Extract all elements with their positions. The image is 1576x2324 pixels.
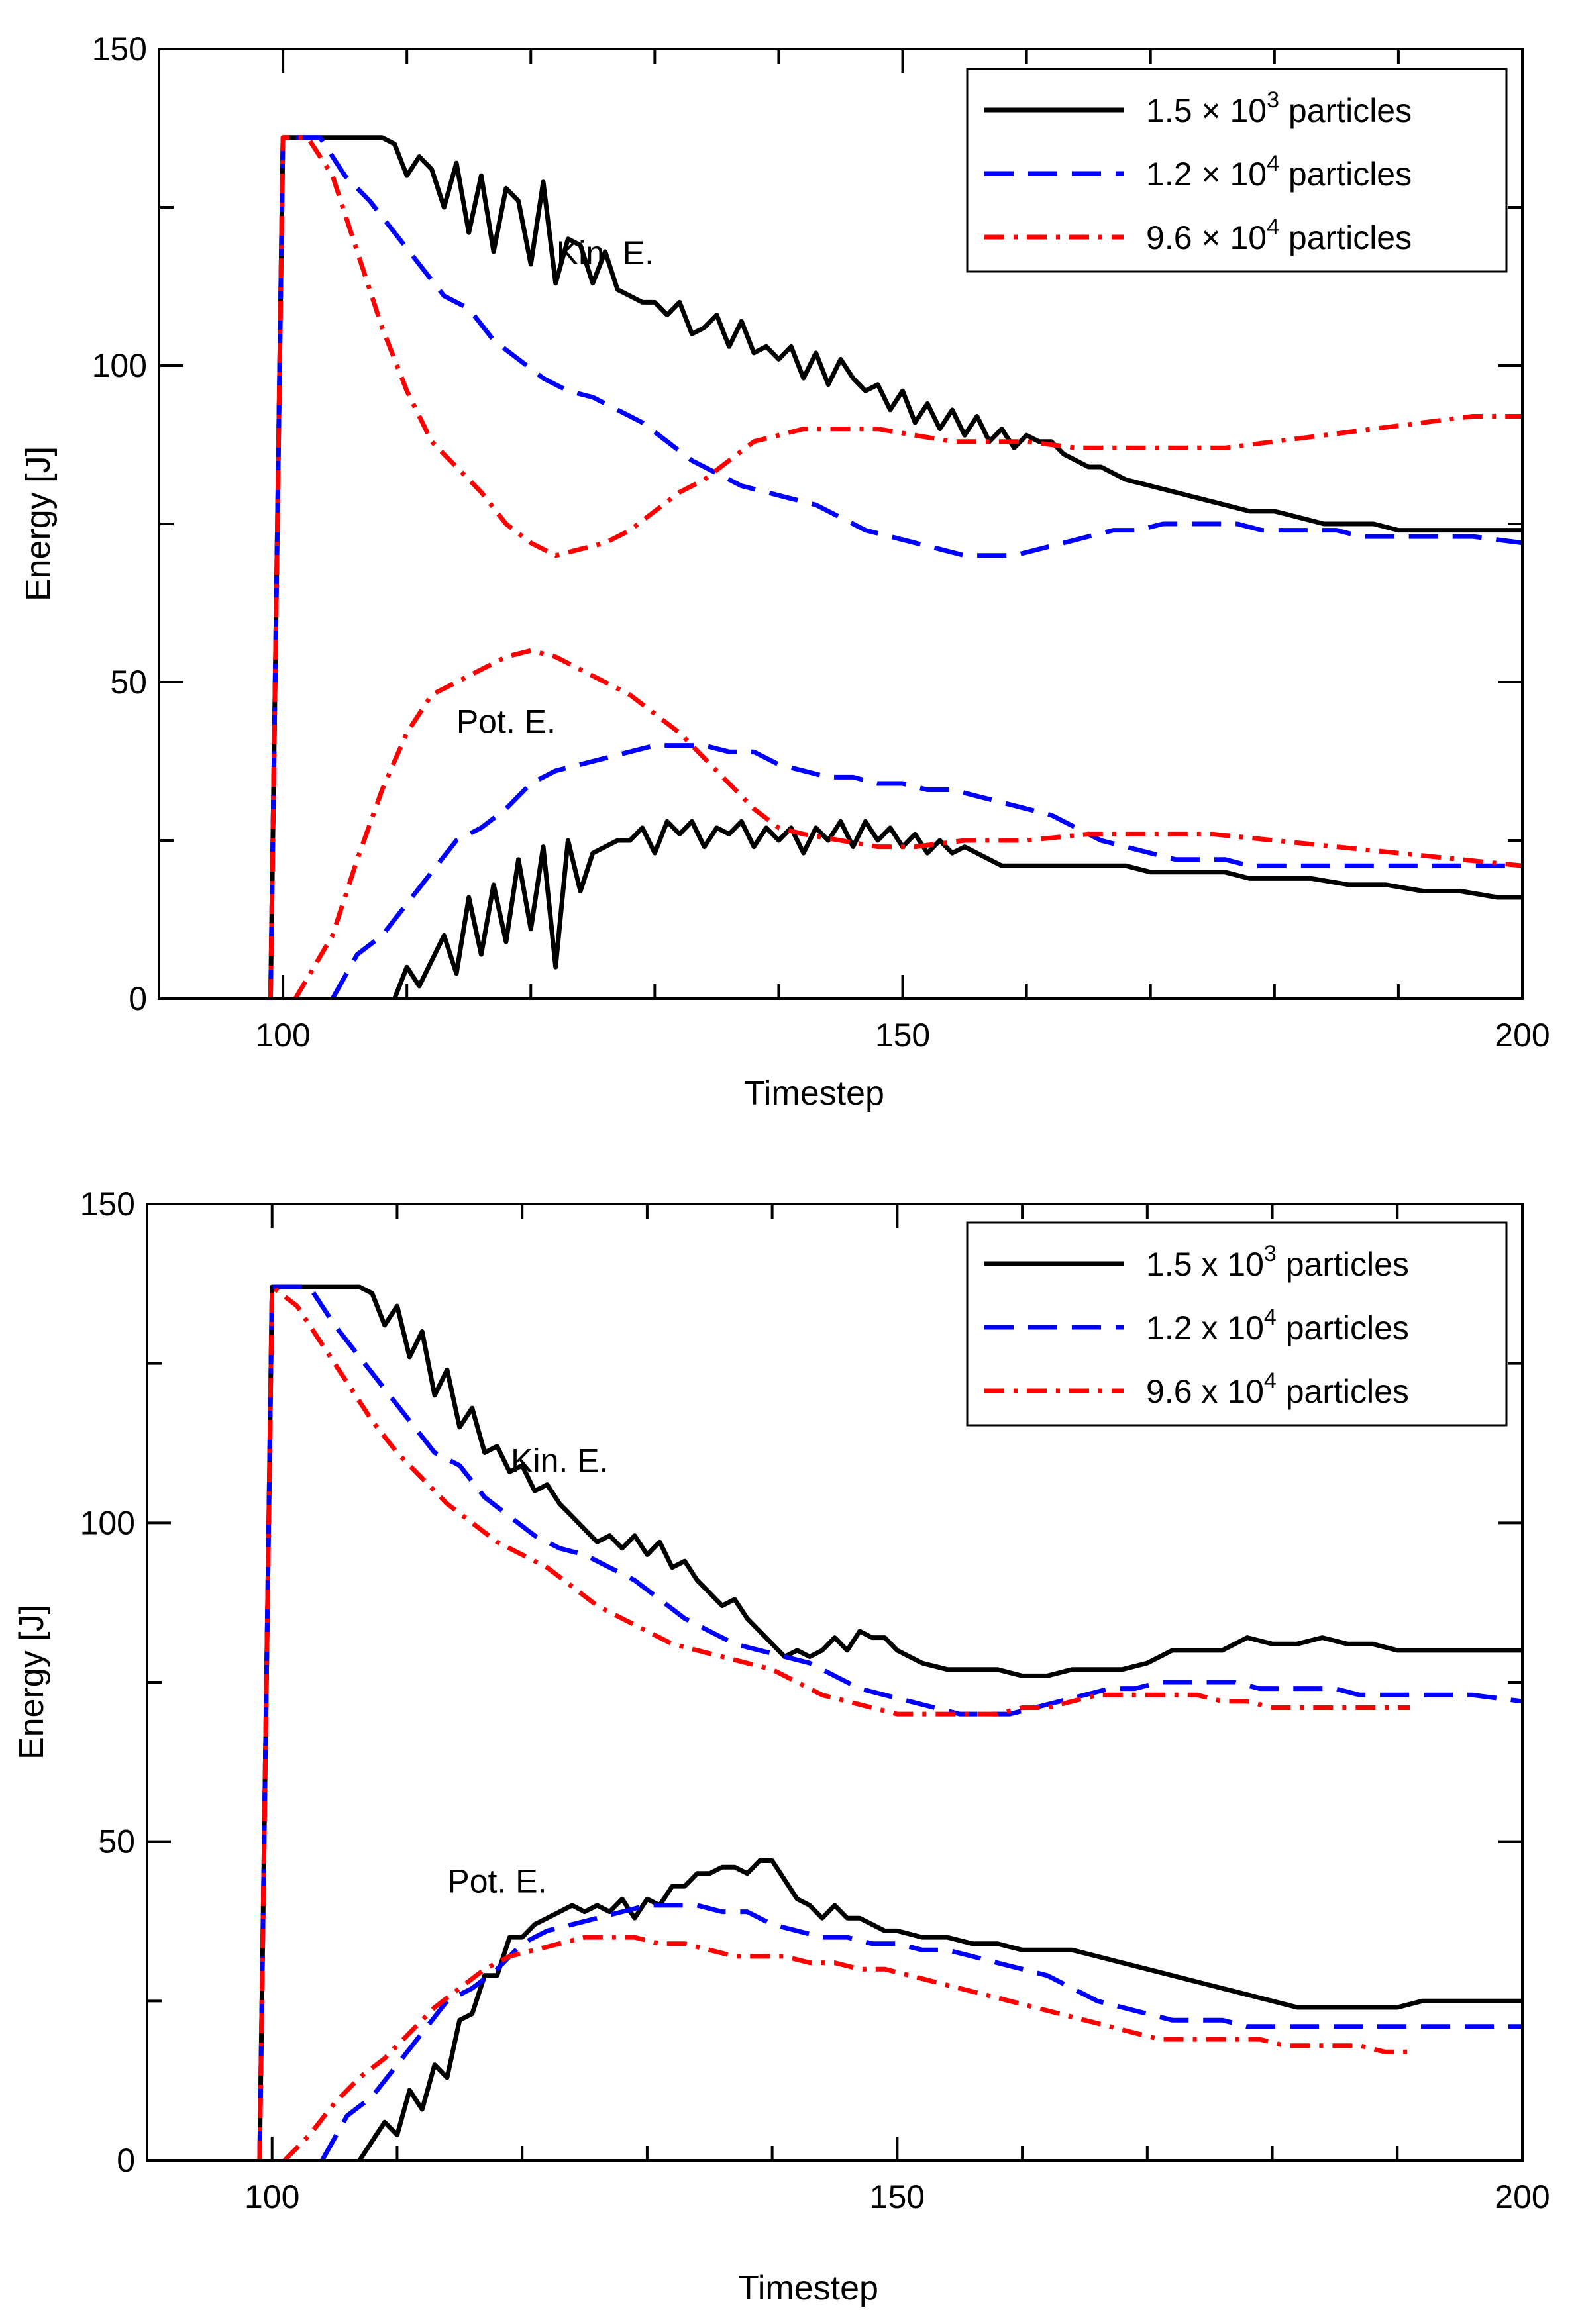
x-axis-label: Timestep — [744, 1074, 884, 1113]
series-line-s2-potential — [320, 1903, 1522, 2160]
series-line-s3-kinetic — [268, 135, 1522, 999]
series-line-s1-kinetic — [257, 1284, 1522, 2160]
series-line-s1-potential — [357, 1858, 1522, 2160]
y-axis-label: Energy [J] — [13, 1605, 51, 1760]
legend-label-s3: 9.6 × 104 particles — [1146, 215, 1412, 256]
x-tick-label: 150 — [870, 2178, 925, 2215]
series-line-s2-kinetic — [268, 135, 1522, 999]
y-tick-label: 150 — [80, 1186, 135, 1223]
y-tick-label: 0 — [129, 980, 147, 1017]
legend: 1.5 × 103 particles 1.2 × 104 particles 9.… — [966, 68, 1508, 273]
legend: 1.5 x 103 particles 1.2 x 104 particles 9.… — [966, 1221, 1508, 1427]
legend-label-s1: 1.5 x 103 particles — [1146, 1241, 1409, 1283]
x-tick-label: 150 — [875, 1017, 930, 1054]
y-tick-label: 50 — [110, 664, 147, 701]
kin-energy-label: Kin. E. — [556, 234, 654, 272]
series-line-s2-kinetic — [257, 1284, 1522, 2160]
x-tick-label: 200 — [1495, 1017, 1550, 1054]
series-line-s1-potential — [392, 819, 1522, 999]
x-tick-label: 100 — [244, 2178, 299, 2215]
pot-energy-label: Pot. E. — [447, 1863, 547, 1900]
kin-energy-label: Kin. E. — [511, 1442, 608, 1479]
legend-label-s3: 9.6 x 104 particles — [1146, 1368, 1409, 1410]
chart-panel-1: 0 50 100 150 100 150 200 Timestep Energy [J] Kin.… — [19, 30, 1550, 1113]
y-tick-label: 100 — [80, 1504, 135, 1541]
series-line-s3-potential — [293, 648, 1522, 999]
series-lines — [257, 1284, 1522, 2160]
y-tick-label: 0 — [117, 2142, 135, 2179]
series-line-s3-kinetic — [257, 1284, 1410, 2160]
y-axis-label: Energy [J] — [19, 446, 58, 601]
series-line-s3-potential — [283, 1935, 1410, 2160]
series-lines — [268, 135, 1522, 999]
x-tick-label: 100 — [255, 1017, 310, 1054]
y-tick-label: 150 — [92, 30, 147, 68]
chart-panel-2: 0 50 100 150 100 150 200 Timestep Energy [J] Kin.… — [13, 1186, 1550, 2307]
pot-energy-label: Pot. E. — [456, 703, 556, 740]
y-tick-label: 100 — [92, 347, 147, 384]
series-line-s1-kinetic — [268, 135, 1522, 999]
legend-label-s2: 1.2 × 104 particles — [1146, 151, 1412, 193]
series-line-s2-potential — [330, 743, 1522, 999]
x-tick-label: 200 — [1495, 2178, 1550, 2215]
legend-label-s2: 1.2 x 104 particles — [1146, 1305, 1409, 1346]
x-axis-label: Timestep — [738, 2269, 878, 2307]
y-tick-label: 50 — [98, 1823, 135, 1860]
legend-label-s1: 1.5 × 103 particles — [1146, 87, 1412, 129]
